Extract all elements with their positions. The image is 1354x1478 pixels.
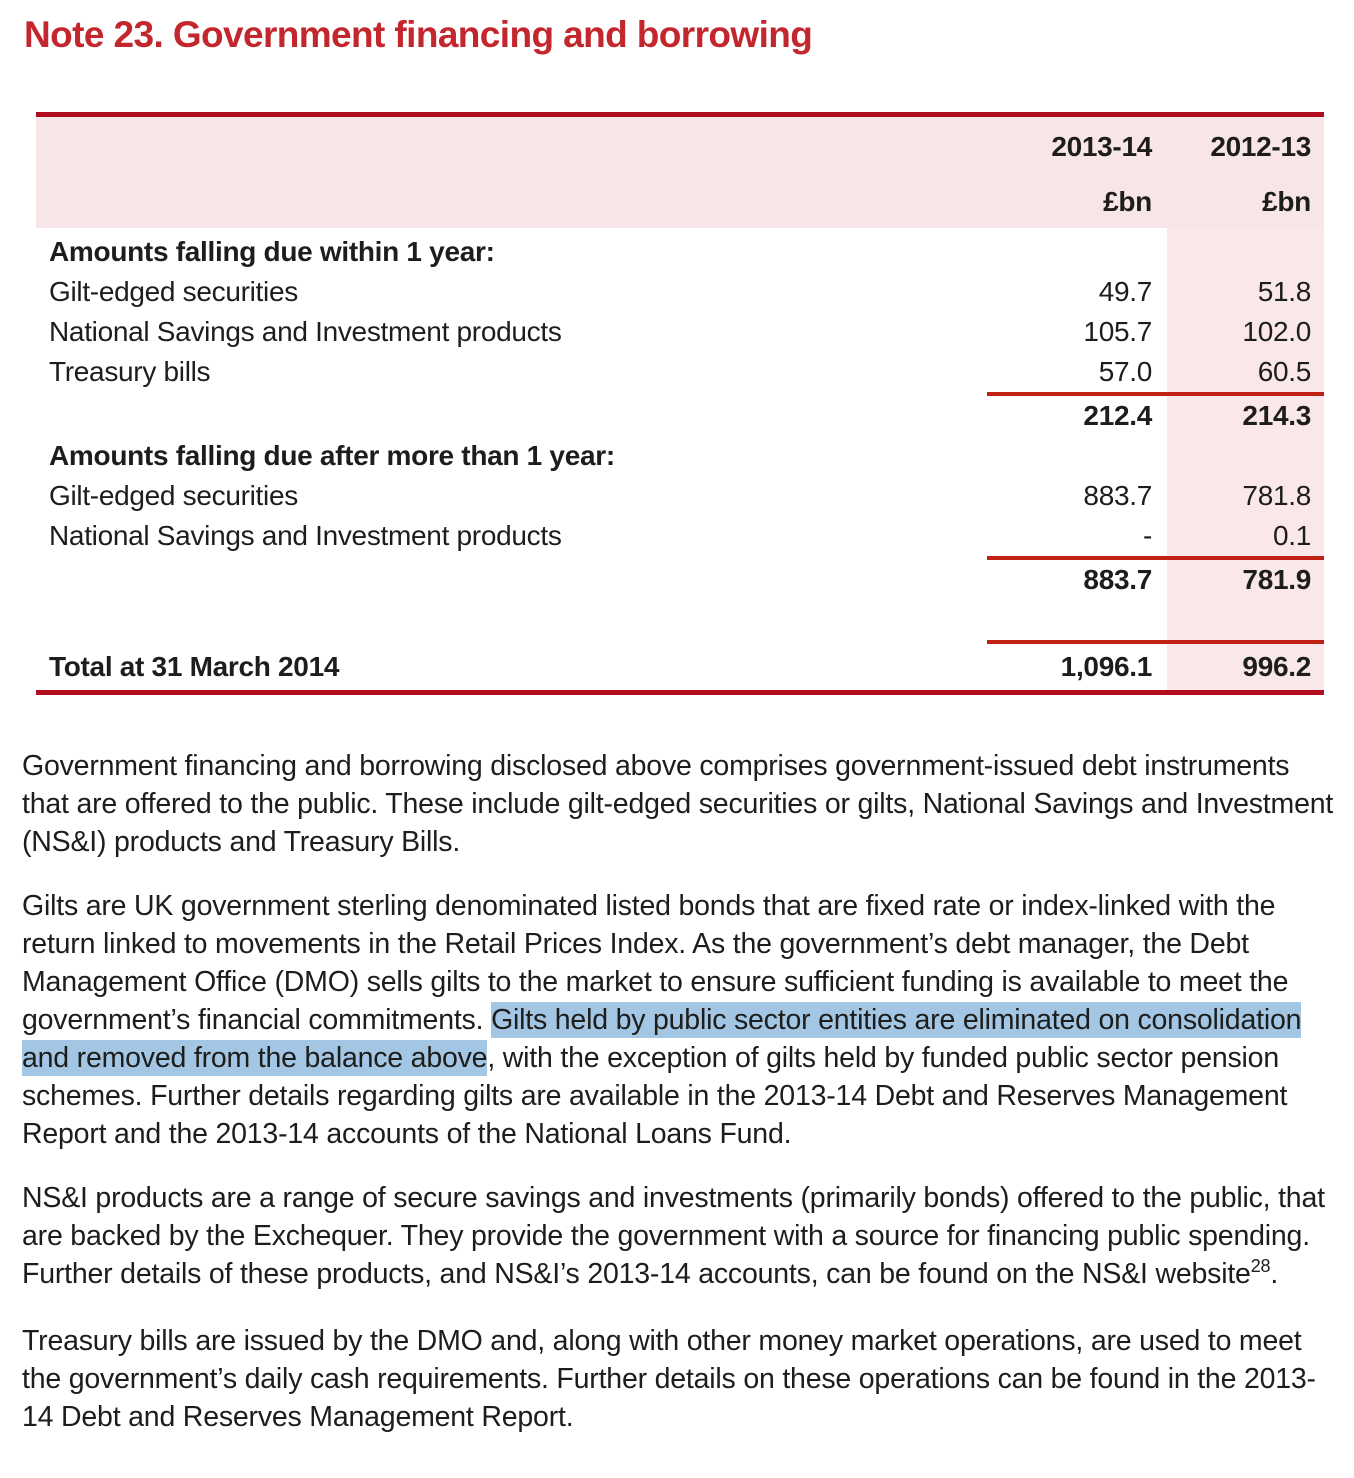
section-heading-row: Amounts falling due after more than 1 ye… (36, 436, 1324, 476)
nsi-text: NS&I products are a range of secure savi… (22, 1182, 1325, 1290)
paragraph-treasury-bills: Treasury bills are issued by the DMO and… (22, 1325, 1316, 1433)
unit-header-2012-13: £bn (1262, 186, 1311, 217)
subtotal-row: 883.7 781.9 (36, 560, 1324, 600)
prior-year-column-shading (1167, 228, 1324, 690)
table-header-units-row: £bn £bn (36, 186, 1324, 218)
gilts-text-pre: Gilts are UK government sterling denomin… (22, 890, 1289, 1036)
value-2013-14: - (1142, 520, 1152, 551)
value-2012-13: 781.8 (1242, 480, 1311, 511)
total-rule (987, 640, 1324, 644)
row-label: Gilt-edged securities (49, 480, 298, 511)
table-header: 2013-14 2012-13 £bn £bn (36, 117, 1324, 228)
table-header-empty-cell (36, 131, 997, 163)
paragraph-nsi: NS&I products are a range of secure savi… (22, 1179, 1338, 1296)
table-body: Amounts falling due within 1 year: Gilt-… (36, 228, 1324, 690)
value-2013-14: 105.7 (1083, 316, 1152, 347)
value-2012-13: 60.5 (1257, 356, 1312, 387)
value-2013-14: 49.7 (1098, 276, 1153, 307)
page-title: Note 23. Government financing and borrow… (24, 14, 813, 55)
financing-borrowing-table: 2013-14 2012-13 £bn £bn Amounts falling … (36, 112, 1324, 695)
total-2013-14: 1,096.1 (1060, 651, 1153, 682)
value-2013-14: 883.7 (1083, 480, 1152, 511)
unit-header-2013-14: £bn (1103, 186, 1152, 217)
subtotal-rule (987, 556, 1324, 560)
total-2012-13: 996.2 (1242, 651, 1311, 682)
total-label: Total at 31 March 2014 (49, 651, 340, 682)
subtotal-row: 212.4 214.3 (36, 396, 1324, 436)
column-header-2012-13: 2012-13 (1210, 131, 1311, 162)
value-2012-13: 0.1 (1272, 520, 1311, 551)
column-header-2013-14: 2013-14 (1051, 131, 1152, 162)
row-label: National Savings and Investment products (49, 520, 562, 551)
subtotal-2013-14: 883.7 (1083, 564, 1152, 595)
section-heading: Amounts falling due after more than 1 ye… (49, 440, 615, 471)
value-2012-13: 51.8 (1257, 276, 1312, 307)
paragraph-gilts: Gilts are UK government sterling denomin… (22, 887, 1338, 1153)
subtotal-2012-13: 214.3 (1242, 400, 1311, 431)
table-row: National Savings and Investment products… (36, 516, 1324, 556)
value-2012-13: 102.0 (1242, 316, 1311, 347)
row-label: Gilt-edged securities (49, 276, 298, 307)
gilts-text-post: , with the exception of gilts held by fu… (22, 1042, 1288, 1150)
subtotal-rule (987, 392, 1324, 396)
value-2013-14: 57.0 (1098, 356, 1153, 387)
subtotal-2013-14: 212.4 (1083, 400, 1152, 431)
section-heading: Amounts falling due within 1 year: (49, 236, 495, 267)
row-label: Treasury bills (49, 356, 211, 387)
row-label: National Savings and Investment products (49, 316, 562, 347)
table-row: Gilt-edged securities 49.7 51.8 (36, 272, 1324, 312)
paragraph-overview: Government financing and borrowing discl… (22, 750, 1334, 858)
table-row: Gilt-edged securities 883.7 781.8 (36, 476, 1324, 516)
footnote-reference-28: 28 (1250, 1256, 1271, 1276)
subtotal-2012-13: 781.9 (1242, 564, 1311, 595)
table-header-years-row: 2013-14 2012-13 (36, 131, 1324, 163)
table-row: National Savings and Investment products… (36, 312, 1324, 352)
section-heading-row: Amounts falling due within 1 year: (36, 232, 1324, 272)
table-spacer (36, 600, 1324, 640)
total-row: Total at 31 March 2014 1,096.1 996.2 (36, 644, 1324, 690)
table-row: Treasury bills 57.0 60.5 (36, 352, 1324, 392)
table-header-empty-cell (36, 186, 997, 218)
nsi-text-end: . (1270, 1258, 1279, 1290)
